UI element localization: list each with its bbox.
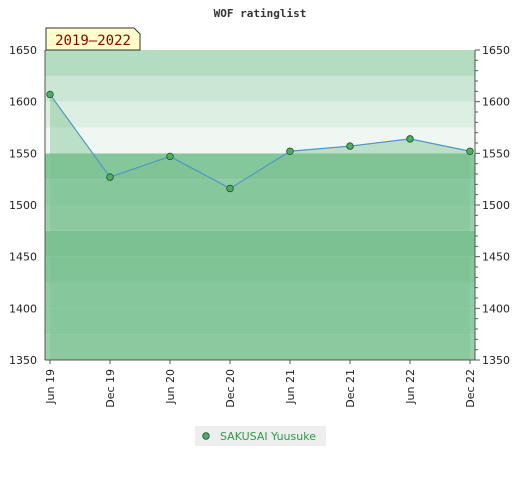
data-point <box>166 152 174 161</box>
y-tick-label-left: 1550 <box>9 147 37 160</box>
data-point <box>286 147 294 155</box>
data-point <box>106 173 114 181</box>
y-tick-label-right: 1500 <box>482 199 510 212</box>
band-4 <box>45 230 475 257</box>
x-tick-label: Jun 20 <box>164 369 177 405</box>
legend-background <box>195 426 326 446</box>
y-tick-label-left: 1400 <box>9 302 37 315</box>
y-tick-label-left: 1600 <box>9 96 37 109</box>
data-point <box>346 142 354 150</box>
background-bands <box>45 50 475 360</box>
data-point <box>406 135 414 143</box>
period-badge: 2019–2022 <box>45 27 141 51</box>
y-tick-label-left: 1500 <box>9 199 37 212</box>
series-points <box>46 90 474 193</box>
x-tick-label: Jun 22 <box>404 369 417 405</box>
band-6 <box>45 179 475 205</box>
legend-series-name: SAKUSAI Yuusuke <box>220 430 316 443</box>
band-8 <box>45 127 475 154</box>
y-tick-label-right: 1400 <box>482 302 510 315</box>
y-tick-label-right: 1550 <box>482 147 510 160</box>
x-tick-label: Dec 19 <box>104 369 117 408</box>
period-badge-box <box>45 27 141 51</box>
y-tick-label-left: 1350 <box>9 354 37 367</box>
series-line <box>49 94 471 190</box>
y-tick-label-right: 1350 <box>482 354 510 367</box>
x-tick-label: Dec 21 <box>344 369 357 408</box>
period-badge-label: 2019–2022 <box>55 33 131 49</box>
y-tick-label-left: 1650 <box>9 44 37 57</box>
band-11 <box>45 50 475 76</box>
y-tick-label-right: 1650 <box>482 44 510 57</box>
band-2 <box>45 282 475 309</box>
band-0 <box>45 334 475 360</box>
x-tick-label: Dec 22 <box>464 369 477 408</box>
data-point <box>466 147 474 155</box>
right-y-axis: 1350 1400 1450 1500 1550 1600 1650 <box>474 44 510 367</box>
chart-title: WOF ratinglist <box>214 7 307 20</box>
data-point <box>46 90 54 99</box>
band-3 <box>45 256 475 283</box>
band-1 <box>45 308 475 335</box>
y-tick-label-left: 1450 <box>9 251 37 264</box>
series-area <box>50 94 470 360</box>
left-y-axis: 1350 1400 1450 1500 1550 1600 1650 <box>9 44 46 367</box>
x-axis: Jun 19 Dec 19 Jun 20 Dec 20 Jun 21 Dec 21 Jun … <box>44 359 477 408</box>
x-tick-label: Jun 19 <box>44 369 57 405</box>
band-9 <box>45 101 475 128</box>
legend[interactable]: SAKUSAI Yuusuke <box>195 426 326 446</box>
y-tick-label-right: 1600 <box>482 96 510 109</box>
band-10 <box>45 75 475 102</box>
data-point <box>226 184 234 193</box>
legend-marker <box>202 432 210 440</box>
x-tick-label: Dec 20 <box>224 369 237 408</box>
band-5 <box>45 205 475 231</box>
x-tick-label: Jun 21 <box>284 369 297 405</box>
y-tick-label-right: 1450 <box>482 251 510 264</box>
